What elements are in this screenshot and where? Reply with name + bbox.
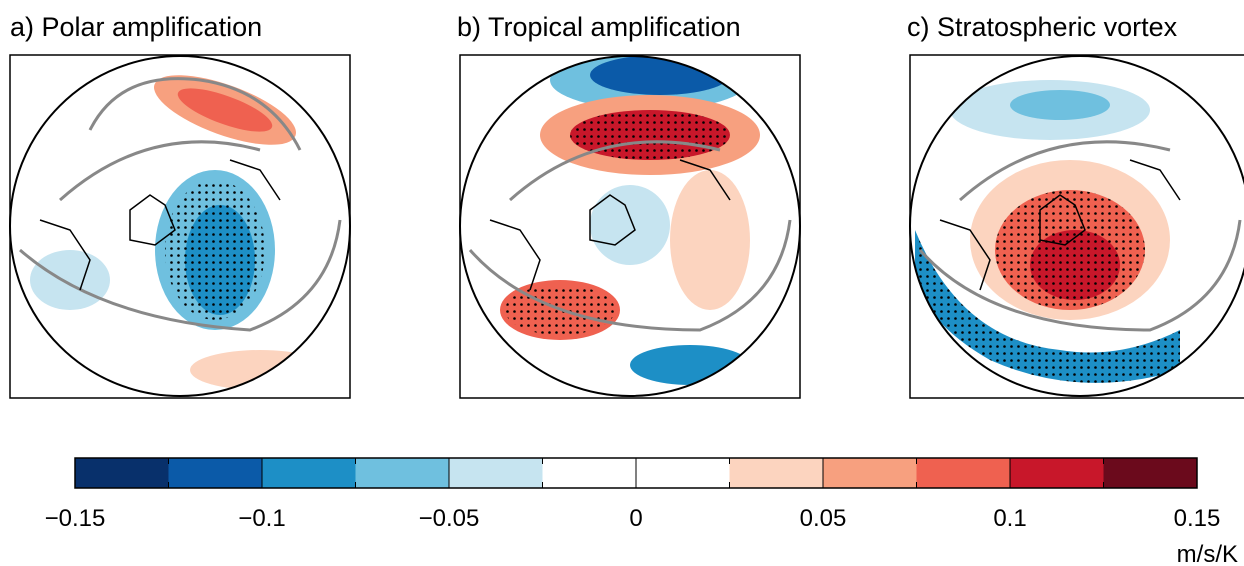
colorbar-tick-label: −0.1 xyxy=(238,505,285,532)
colorbar-segment xyxy=(1103,458,1197,488)
colorbar-tick-label: 0.15 xyxy=(1174,505,1221,532)
panel-title: c) Stratospheric vortex xyxy=(907,12,1178,42)
colorbar-tick-label: 0.05 xyxy=(800,505,847,532)
colorbar-unit: m/s/K xyxy=(1177,541,1238,566)
colorbar-segment xyxy=(916,458,1010,488)
colorbar-tick-label: 0.1 xyxy=(993,505,1026,532)
colorbar-segment xyxy=(729,458,823,488)
colorbar-segment xyxy=(262,458,356,488)
colorbar-tick-label: −0.05 xyxy=(419,505,480,532)
colorbar-segment xyxy=(542,458,636,488)
colorbar-segment xyxy=(823,458,917,488)
panel-title: a) Polar amplification xyxy=(10,12,262,42)
colorbar-tick-label: −0.15 xyxy=(45,505,106,532)
colorbar-tick-label: 0 xyxy=(629,505,642,532)
colorbar-segment xyxy=(168,458,262,488)
map-panel xyxy=(459,54,801,399)
colorbar: −0.15 −0.1 −0.05 0 0.05 0.1 0.15 xyxy=(45,457,1221,532)
colorbar-segment xyxy=(1010,458,1104,488)
map-panel xyxy=(909,54,1244,399)
colorbar-segment xyxy=(636,458,730,488)
colorbar-segment xyxy=(75,458,169,488)
colorbar-segment xyxy=(449,458,543,488)
panel-title: b) Tropical amplification xyxy=(457,12,741,42)
map-panel xyxy=(9,54,351,399)
colorbar-segment xyxy=(355,458,449,488)
